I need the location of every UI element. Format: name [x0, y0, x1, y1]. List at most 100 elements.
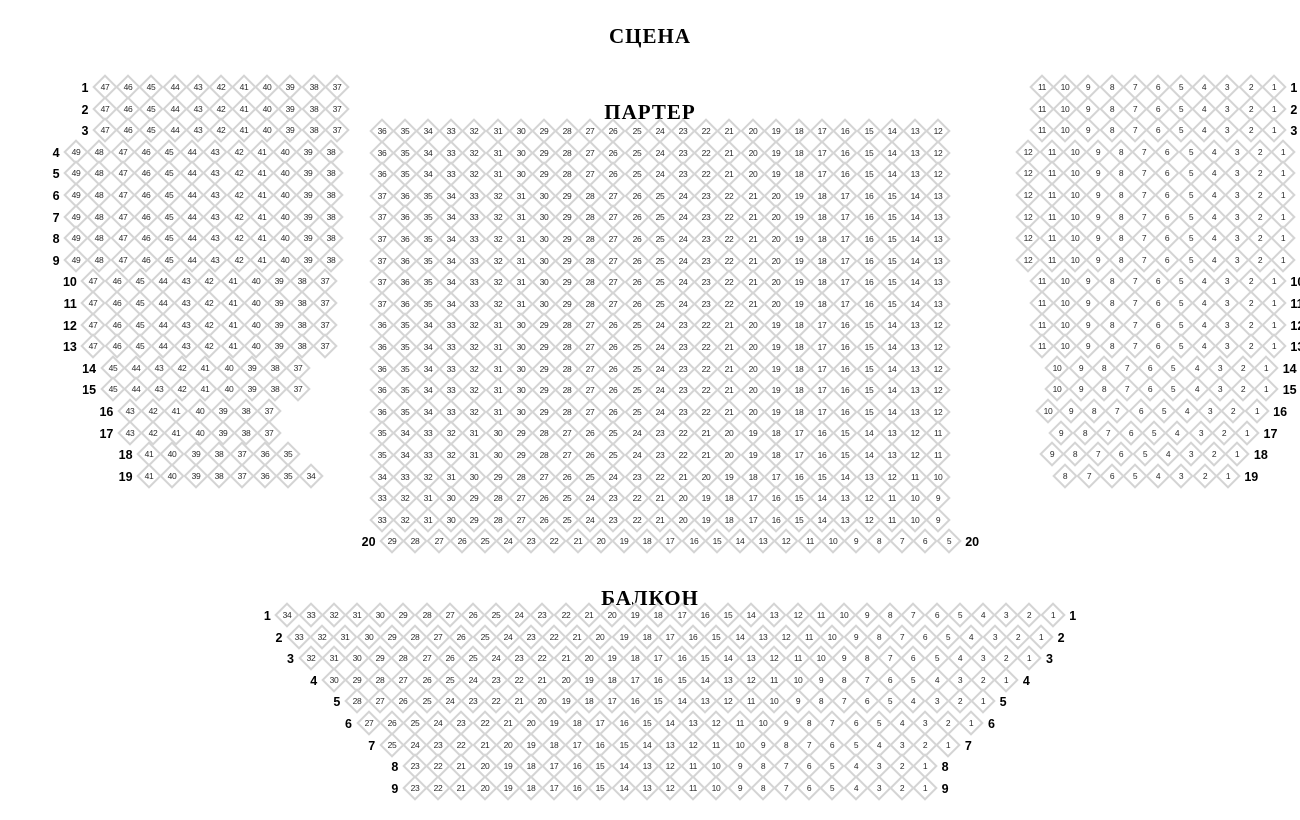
seat[interactable]: 26	[460, 602, 486, 628]
seat[interactable]: 1	[970, 688, 996, 715]
seat[interactable]: 45	[138, 117, 165, 143]
seat[interactable]: 13	[634, 775, 660, 801]
seat[interactable]: 11	[738, 688, 764, 715]
seat[interactable]: 25	[413, 688, 440, 715]
seat[interactable]: 40	[254, 117, 281, 143]
seat[interactable]: 47	[80, 333, 107, 359]
seat[interactable]: 30	[321, 667, 347, 693]
seat[interactable]: 1	[1039, 602, 1066, 628]
seat[interactable]: 24	[506, 602, 533, 628]
seat[interactable]: 31	[344, 602, 370, 628]
seat[interactable]: 43	[173, 333, 199, 359]
seat[interactable]: 44	[161, 117, 188, 143]
seat[interactable]: 9	[726, 775, 753, 801]
seat[interactable]: 34	[298, 462, 325, 489]
seat[interactable]: 4	[900, 688, 927, 715]
seat[interactable]: 25	[471, 623, 498, 650]
seat[interactable]: 41	[231, 117, 257, 143]
seat[interactable]: 21	[576, 602, 602, 628]
seat[interactable]: 16	[680, 528, 707, 555]
seat[interactable]: 11	[796, 528, 823, 555]
seat[interactable]: 6	[912, 528, 939, 555]
seat[interactable]: 3	[1168, 462, 1195, 489]
seat[interactable]: 14	[738, 602, 764, 628]
seat[interactable]: 25	[483, 602, 509, 628]
seat[interactable]: 17	[599, 688, 625, 715]
seat[interactable]: 25	[472, 528, 498, 555]
seat[interactable]: 5	[935, 528, 962, 555]
seat[interactable]: 7	[831, 688, 857, 715]
seat[interactable]: 40	[159, 462, 186, 489]
seat[interactable]: 11	[807, 602, 834, 628]
seat[interactable]: 29	[390, 602, 417, 628]
seat[interactable]: 21	[448, 775, 475, 801]
seat[interactable]: 41	[192, 376, 219, 403]
seat[interactable]: 28	[402, 623, 428, 650]
seat[interactable]: 39	[182, 462, 209, 489]
seat[interactable]: 16	[622, 688, 648, 715]
seat[interactable]: 45	[127, 333, 153, 359]
seat[interactable]: 39	[209, 419, 236, 446]
seat[interactable]: 23	[402, 775, 428, 801]
seat[interactable]: 38	[300, 117, 327, 143]
seat[interactable]: 41	[163, 419, 190, 446]
seat[interactable]: 25	[379, 731, 405, 758]
seat[interactable]: 2	[889, 775, 915, 801]
seat[interactable]: 4	[958, 623, 985, 650]
seat[interactable]: 2	[947, 688, 973, 715]
seat[interactable]: 37	[324, 117, 350, 143]
seat[interactable]: 22	[541, 528, 568, 555]
seat[interactable]: 4	[842, 775, 869, 801]
seat[interactable]: 10	[831, 602, 857, 628]
seat[interactable]: 39	[266, 333, 292, 359]
seat[interactable]: 9	[842, 623, 869, 650]
seat[interactable]: 19	[552, 688, 579, 715]
seat[interactable]: 31	[332, 623, 359, 650]
seat[interactable]: 37	[312, 333, 339, 359]
seat[interactable]: 18	[645, 602, 672, 628]
seat[interactable]: 19	[622, 602, 648, 628]
seat[interactable]: 29	[379, 528, 405, 555]
seat[interactable]: 17	[668, 602, 695, 628]
seat[interactable]: 23	[460, 688, 486, 715]
seat[interactable]: 1	[1215, 462, 1241, 489]
seat[interactable]: 34	[274, 602, 301, 628]
seat[interactable]: 15	[704, 528, 730, 555]
seat[interactable]: 33	[297, 602, 324, 628]
seat[interactable]: 11	[1029, 333, 1055, 359]
seat[interactable]: 41	[248, 247, 275, 273]
seat[interactable]: 24	[436, 688, 463, 715]
seat[interactable]: 6	[1127, 398, 1154, 424]
seat[interactable]: 12	[773, 623, 799, 650]
seat[interactable]: 19	[610, 623, 637, 650]
seat[interactable]: 12	[773, 528, 800, 555]
seat[interactable]: 3	[865, 775, 892, 801]
seat[interactable]: 40	[215, 376, 242, 403]
seat[interactable]: 46	[115, 117, 141, 143]
seat[interactable]: 8	[877, 602, 904, 628]
seat[interactable]: 28	[402, 528, 429, 555]
seat[interactable]: 7	[773, 775, 799, 801]
seat[interactable]: 8	[807, 688, 834, 715]
seat[interactable]: 15	[587, 775, 614, 801]
seat[interactable]: 26	[448, 623, 475, 650]
seat[interactable]: 9	[843, 528, 869, 555]
seat[interactable]: 27	[355, 710, 382, 736]
seat[interactable]: 38	[262, 376, 288, 403]
seat[interactable]: 5	[819, 775, 846, 801]
seat[interactable]: 8	[865, 623, 892, 650]
seat[interactable]: 37	[256, 419, 282, 446]
seat[interactable]: 4	[1174, 398, 1200, 424]
seat[interactable]: 28	[344, 688, 370, 715]
seat[interactable]: 43	[146, 376, 172, 403]
seat[interactable]: 32	[297, 645, 324, 671]
seat[interactable]: 48	[86, 247, 113, 273]
seat[interactable]: 8	[866, 528, 892, 555]
seat[interactable]: 46	[103, 333, 130, 359]
seat[interactable]: 43	[202, 247, 229, 273]
seat[interactable]: 9	[784, 688, 811, 715]
seat[interactable]: 14	[610, 775, 637, 801]
seat[interactable]: 2	[1230, 376, 1256, 403]
seat[interactable]: 1	[912, 775, 938, 801]
seat[interactable]: 2	[1016, 602, 1043, 628]
